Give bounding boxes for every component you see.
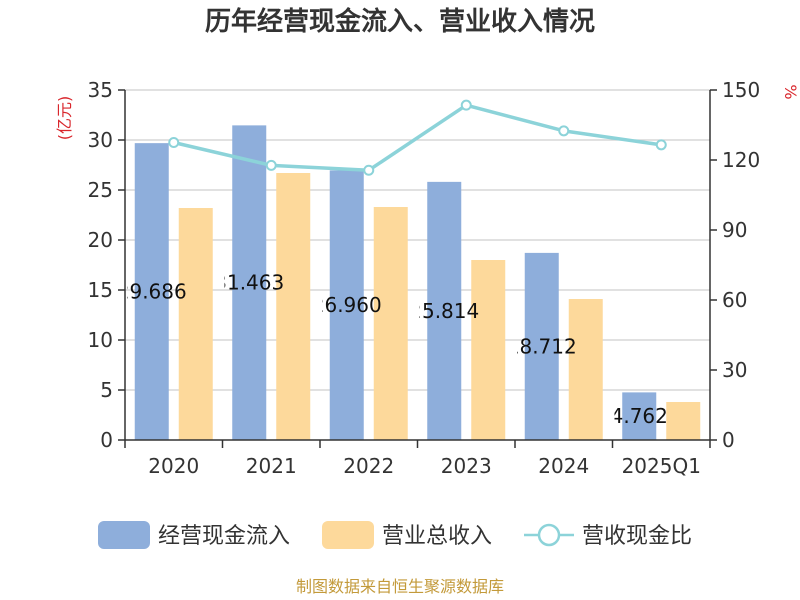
left-axis-tick-label: 15 (88, 278, 113, 302)
bar-cash-inflow (524, 252, 559, 440)
left-axis-unit: (亿元) (55, 96, 74, 141)
right-axis-tick-label: 60 (722, 288, 747, 312)
left-axis-tick-label: 20 (88, 228, 113, 252)
data-label-cash-inflow: 31.463 (214, 271, 284, 295)
chart-title: 历年经营现金流入、营业收入情况 (205, 6, 595, 37)
ratio-line-point (655, 139, 667, 151)
x-axis-tick-label: 2021 (246, 454, 297, 478)
bar-revenue (178, 208, 213, 440)
legend-label-ratio: 营收现金比 (582, 524, 692, 549)
ratio-line-point (460, 99, 472, 111)
ratio-line-path (173, 103, 662, 173)
ratio-line-point (168, 137, 180, 148)
right-axis-tick-label: 0 (722, 428, 735, 452)
source-note: 制图数据来自恒生聚源数据库 (296, 577, 504, 596)
left-axis-tick-label: 25 (88, 178, 113, 202)
bar-cash-inflow (622, 392, 657, 440)
left-axis-tick-label: 5 (100, 378, 113, 402)
x-axis-tick-label: 2020 (148, 454, 199, 478)
axes: 0 5 10 15 20 25 30 35 0 30 60 90 120 150 2020 2021 2022 2… (88, 78, 761, 478)
ratio-line-point (363, 164, 375, 176)
legend-swatch-ratio-marker (537, 523, 561, 547)
bar-revenue (373, 207, 408, 440)
left-axis-tick-label: 10 (88, 328, 113, 352)
x-axis-tick-label: 2023 (441, 454, 492, 478)
data-label-cash-inflow: 25.814 (409, 299, 479, 323)
left-axis-tick-label: 30 (88, 128, 113, 152)
right-axis-tick-label: 120 (722, 148, 760, 172)
data-label-cash-inflow: 26.960 (312, 293, 382, 317)
right-axis-tick-label: 30 (722, 358, 747, 382)
bars (134, 125, 701, 441)
data-label-cash-inflow: 4.762 (611, 404, 668, 428)
ratio-line-point (558, 125, 570, 137)
legend-label-cash-inflow: 经营现金流入 (158, 524, 290, 549)
bar-cash-inflow (232, 125, 267, 441)
legend-swatch-cash-inflow (98, 521, 150, 549)
grid-lines (125, 89, 710, 391)
data-label-cash-inflow: 29.686 (117, 280, 187, 304)
legend-swatch-revenue (322, 521, 374, 549)
ratio-line (168, 99, 667, 176)
legend: 经营现金流入 营业总收入 营收现金比 (98, 521, 692, 549)
bar-cash-inflow (134, 143, 169, 440)
bar-revenue (471, 260, 506, 440)
x-axis-tick-label: 2024 (538, 454, 589, 478)
x-axis-tick-label: 2025Q1 (622, 454, 701, 478)
bar-revenue (666, 402, 701, 440)
left-axis-tick-label: 0 (100, 428, 113, 452)
bar-revenue (276, 173, 311, 440)
right-axis-tick-label: 150 (722, 78, 760, 102)
ratio-line-point (265, 159, 277, 171)
bar-revenue (568, 299, 603, 440)
legend-label-revenue: 营业总收入 (382, 524, 492, 549)
right-axis-unit: % (781, 84, 800, 99)
data-labels: 29.686 31.463 26.960 25.814 18.712 4.762 (117, 271, 668, 429)
x-axis-tick-label: 2022 (343, 454, 394, 478)
bar-cash-inflow (427, 181, 462, 441)
data-label-cash-inflow: 18.712 (507, 334, 577, 358)
bar-cash-inflow (329, 170, 364, 440)
left-axis-tick-label: 35 (88, 78, 113, 102)
right-axis-tick-label: 90 (722, 218, 747, 242)
